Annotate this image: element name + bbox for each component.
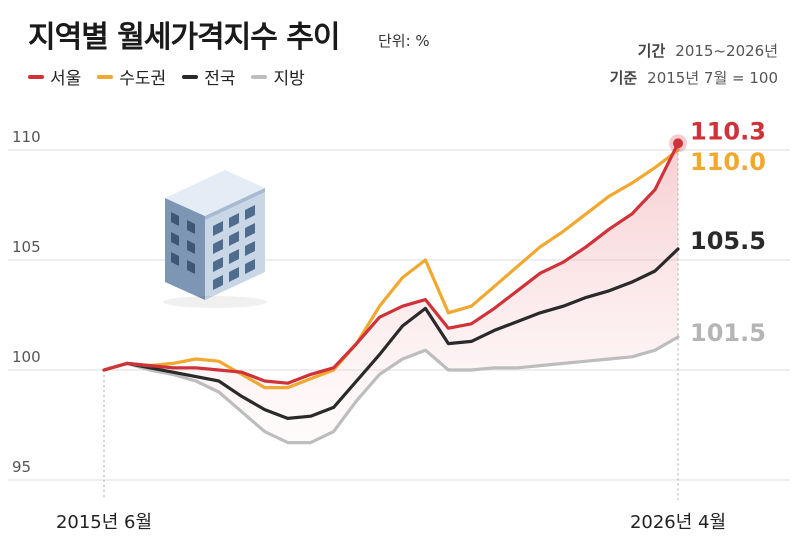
area-fill-shape: [104, 143, 678, 443]
end-label-regional: 101.5: [690, 319, 766, 347]
y-tick-label-110: 110: [12, 128, 41, 146]
legend-swatch-capital: [97, 74, 114, 79]
series-line-regional: [102, 335, 680, 445]
end-label-capital: 110.0: [690, 148, 766, 176]
legend-swatch-regional: [251, 74, 268, 79]
y-tick-label-100: 100: [12, 348, 41, 366]
area-fill: [104, 143, 678, 443]
y-tick-label-105: 105: [12, 238, 41, 256]
end-label-national: 105.5: [690, 227, 766, 255]
legend-item-regional: 지방: [251, 64, 305, 89]
legend-item-seoul: 서울: [28, 64, 81, 89]
legend-swatch-seoul: [28, 74, 44, 79]
series-line-seoul: [102, 141, 680, 385]
chart-meta: 기간 2015~2026년 기준 2015년 7월 = 100: [610, 38, 778, 92]
series: [102, 134, 687, 445]
legend-swatch-national: [182, 74, 199, 79]
legend-label-seoul: 서울: [50, 69, 82, 89]
unit-label: 단위: %: [378, 32, 430, 50]
end-label-seoul: 110.3: [690, 117, 766, 145]
grid: 95 100 105 110: [8, 128, 790, 481]
legend-label-national: 전국: [204, 69, 236, 89]
series-line-capital: [102, 148, 680, 390]
building-icon: [163, 170, 267, 308]
end-marker-seoul: [673, 138, 683, 149]
period-row: 기간 2015~2026년: [610, 38, 778, 65]
reference-lines: [103, 143, 679, 500]
base-row: 기준 2015년 7월 = 100: [610, 65, 778, 92]
series-line-national: [102, 247, 680, 420]
x-label-start: 2015년 6월: [56, 512, 152, 533]
chart-title: 지역별 월세가격지수 추이: [28, 20, 340, 55]
x-label-end: 2026년 4월: [630, 512, 726, 533]
y-tick-label-95: 95: [12, 458, 31, 476]
legend-item-national: 전국: [182, 64, 235, 89]
period-key: 기간: [637, 42, 666, 60]
legend-label-regional: 지방: [273, 69, 305, 89]
legend-label-capital: 수도권: [119, 69, 167, 89]
base-key: 기준: [609, 69, 638, 87]
period-value: 2015~2026년: [675, 42, 778, 60]
base-value: 2015년 7월 = 100: [647, 69, 778, 87]
legend: 서울 수도권 전국 지방: [28, 64, 305, 89]
legend-item-capital: 수도권: [97, 64, 166, 89]
labels: 110.3 110.0 105.5 101.5 2015년 6월 2026년 4월: [56, 117, 766, 533]
